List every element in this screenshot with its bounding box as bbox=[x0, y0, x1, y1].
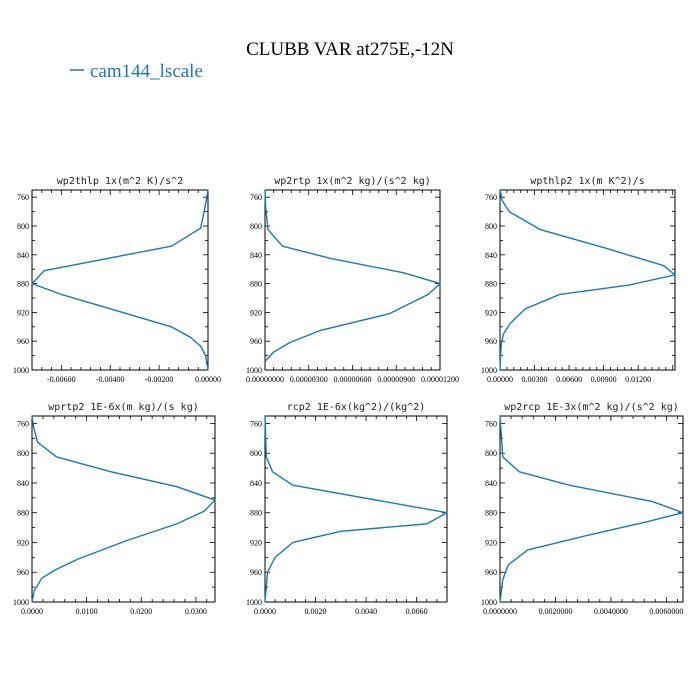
chart-panel-2: wp2rtp 1x(m^2 kg)/(s^2 kg) 760 800 840 880 92… bbox=[246, 176, 459, 384]
y-tick-label: 880 bbox=[250, 280, 262, 289]
x-tick-label: -0.00600 bbox=[47, 375, 76, 384]
y-tick-label: 960 bbox=[250, 568, 262, 577]
y-tick-label: 920 bbox=[485, 538, 497, 547]
x-tick-label: 0.00000000 bbox=[246, 375, 284, 384]
y-tick-label: 840 bbox=[250, 251, 262, 260]
x-tick-label: 0.00000900 bbox=[377, 375, 415, 384]
y-tick-label: 840 bbox=[17, 251, 29, 260]
panel-title: wp2rcp 1E-3x(m^2 kg)/(s^2 kg) bbox=[504, 402, 679, 413]
x-tick-label: 0.0040000 bbox=[594, 607, 628, 616]
y-tick-label: 760 bbox=[250, 419, 262, 428]
series-line bbox=[31, 189, 209, 371]
y-tick-label: 920 bbox=[485, 308, 497, 317]
x-tick-label: 0.0020 bbox=[305, 607, 327, 616]
y-tick-label: 880 bbox=[485, 280, 497, 289]
y-tick-label: 760 bbox=[17, 193, 29, 202]
y-tick-label: 800 bbox=[17, 449, 29, 458]
x-tick-label: 0.0020000 bbox=[538, 607, 572, 616]
y-tick-label: 920 bbox=[250, 538, 262, 547]
x-tick-label: 0.01200 bbox=[625, 375, 651, 384]
y-tick-label: 880 bbox=[250, 509, 262, 518]
x-tick-label: 0.0060 bbox=[406, 607, 428, 616]
y-tick-label: 840 bbox=[485, 479, 497, 488]
y-tick-label: 880 bbox=[485, 509, 497, 518]
x-tick-label: 0.0300 bbox=[185, 607, 207, 616]
chart-panel-3: wpthlp2 1x(m K^2)/s 760 800 840 880 920 960 100… bbox=[481, 176, 676, 384]
x-tick-label: 0.00000 bbox=[195, 375, 221, 384]
y-tick-label: 960 bbox=[250, 337, 262, 346]
panel-frame bbox=[499, 189, 676, 371]
y-tick-label: 880 bbox=[17, 509, 29, 518]
x-tick-label: -0.00200 bbox=[145, 375, 174, 384]
series-line bbox=[499, 415, 684, 603]
y-tick-label: 800 bbox=[17, 222, 29, 231]
y-tick-label: 1000 bbox=[481, 366, 497, 375]
y-tick-label: 960 bbox=[485, 568, 497, 577]
y-tick-label: 960 bbox=[17, 337, 29, 346]
legend-label: cam144_lscale bbox=[90, 61, 203, 82]
y-tick-label: 1000 bbox=[481, 598, 497, 607]
y-tick-label: 800 bbox=[485, 222, 497, 231]
chart-panel-1: wp2thlp 1x(m^2 K)/s^2 760 800 840 880 920 960 1… bbox=[13, 176, 221, 384]
y-tick-label: 840 bbox=[485, 251, 497, 260]
series-line bbox=[264, 415, 448, 603]
y-tick-label: 960 bbox=[485, 337, 497, 346]
panel-title: wpthlp2 1x(m K^2)/s bbox=[530, 176, 644, 187]
panel-title: wp2rtp 1x(m^2 kg)/(s^2 kg) bbox=[274, 176, 431, 187]
y-tick-label: 1000 bbox=[13, 366, 29, 375]
x-tick-label: 0.00600 bbox=[556, 375, 582, 384]
y-tick-label: 840 bbox=[250, 479, 262, 488]
x-tick-label: 0.0060000 bbox=[649, 607, 683, 616]
panel-frame bbox=[31, 415, 216, 603]
chart-panel-5: rcp2 1E-6x(kg^2)/(kg^2) 760 800 840 880 920 96… bbox=[246, 402, 448, 616]
x-tick-label: 0.00300 bbox=[522, 375, 548, 384]
y-tick-label: 960 bbox=[17, 568, 29, 577]
y-tick-label: 800 bbox=[250, 449, 262, 458]
series-line bbox=[264, 189, 441, 362]
x-tick-label: 0.00001200 bbox=[421, 375, 459, 384]
x-tick-label: 0.0000000 bbox=[483, 607, 517, 616]
chart-panel-4: wprtp2 1E-6x(m kg)/(s kg) 760 800 840 880 920… bbox=[13, 402, 216, 616]
panel-frame bbox=[499, 415, 684, 603]
panel-frame bbox=[31, 189, 209, 371]
panel-title: wp2thlp 1x(m^2 K)/s^2 bbox=[57, 176, 183, 187]
x-tick-label: 0.0200 bbox=[130, 607, 152, 616]
y-tick-label: 1000 bbox=[13, 598, 29, 607]
x-tick-label: 0.0000 bbox=[21, 607, 43, 616]
y-tick-label: 920 bbox=[250, 308, 262, 317]
y-tick-label: 800 bbox=[485, 449, 497, 458]
y-tick-label: 760 bbox=[485, 193, 497, 202]
panel-frame bbox=[264, 189, 441, 371]
y-tick-label: 760 bbox=[485, 419, 497, 428]
y-tick-label: 760 bbox=[250, 193, 262, 202]
y-tick-label: 920 bbox=[17, 308, 29, 317]
panels-group: wp2thlp 1x(m^2 K)/s^2 760 800 840 880 920 960 1… bbox=[13, 176, 684, 616]
x-tick-label: 0.0100 bbox=[76, 607, 98, 616]
x-tick-label: -0.00400 bbox=[96, 375, 125, 384]
y-tick-label: 840 bbox=[17, 479, 29, 488]
y-tick-label: 1000 bbox=[246, 366, 262, 375]
x-tick-label: 0.00000300 bbox=[290, 375, 328, 384]
x-tick-label: 0.00000 bbox=[487, 375, 513, 384]
y-tick-label: 920 bbox=[17, 538, 29, 547]
series-line bbox=[31, 415, 216, 603]
x-tick-label: 0.00000600 bbox=[334, 375, 372, 384]
y-tick-label: 1000 bbox=[246, 598, 262, 607]
series-line bbox=[499, 189, 676, 371]
y-tick-label: 800 bbox=[250, 222, 262, 231]
x-tick-label: 0.00900 bbox=[591, 375, 617, 384]
x-tick-label: 0.0000 bbox=[254, 607, 276, 616]
panel-frame bbox=[264, 415, 448, 603]
figure-title: CLUBB VAR at275E,-12N bbox=[246, 39, 454, 60]
chart-panel-6: wp2rcp 1E-3x(m^2 kg)/(s^2 kg) 760 800 840 88… bbox=[481, 402, 684, 616]
panel-title: rcp2 1E-6x(kg^2)/(kg^2) bbox=[287, 402, 425, 413]
y-tick-label: 760 bbox=[17, 419, 29, 428]
y-tick-label: 880 bbox=[17, 280, 29, 289]
legend: cam144_lscale bbox=[70, 61, 203, 82]
panel-title: wprtp2 1E-6x(m kg)/(s kg) bbox=[48, 402, 199, 413]
x-tick-label: 0.0040 bbox=[355, 607, 377, 616]
